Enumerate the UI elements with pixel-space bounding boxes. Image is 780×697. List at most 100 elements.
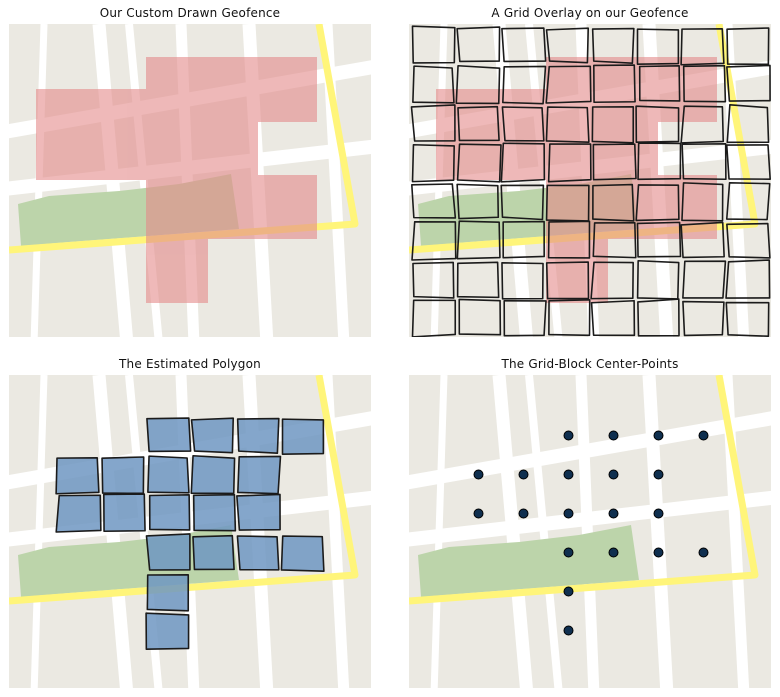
grid-cell (681, 143, 727, 181)
highway (9, 375, 359, 605)
grid-cell (548, 299, 591, 337)
estimated-block (190, 417, 235, 454)
grid-cell (456, 183, 500, 220)
geofence-shape (36, 57, 317, 303)
estimated-block (281, 418, 325, 455)
grid-cell (500, 142, 546, 183)
center-point (653, 469, 664, 480)
center-point (608, 508, 619, 519)
title-center-points: The Grid-Block Center-Points (501, 357, 679, 371)
estimated-block (280, 535, 325, 572)
center-point (563, 430, 574, 441)
grid-cell (725, 301, 770, 337)
estimated-block (145, 533, 191, 571)
panel-grid-overlay-map (409, 24, 771, 337)
grid-cell (636, 221, 682, 258)
grid-cell (637, 298, 680, 337)
estimated-block (147, 455, 190, 494)
grid-cell (682, 300, 725, 337)
estimated-block (192, 534, 235, 571)
grid-cell (456, 26, 501, 63)
grid-cell (592, 183, 635, 222)
grid-cell (503, 300, 547, 337)
center-point (563, 586, 574, 597)
grid-cell (591, 27, 635, 64)
grid-cell (500, 184, 545, 221)
estimated-polygon (55, 417, 325, 650)
estimated-block (145, 612, 190, 650)
estimated-block (103, 493, 146, 533)
highway (9, 24, 359, 254)
estimated-block (190, 454, 236, 495)
estimated-block (148, 494, 191, 531)
estimated-block (192, 493, 237, 532)
grid-cell (592, 221, 637, 259)
center-point (473, 469, 484, 480)
grid-cell (545, 106, 590, 143)
grid-cell (412, 65, 455, 104)
estimated-block (236, 535, 280, 571)
center-point (608, 547, 619, 558)
center-point (698, 547, 709, 558)
grid-cell (725, 182, 771, 221)
grid-cell (545, 261, 590, 300)
grid-cell (411, 143, 455, 183)
highway (409, 375, 759, 605)
grid-cell (545, 27, 590, 64)
center-point (563, 547, 574, 558)
estimated-block (236, 417, 280, 454)
panel-grid-overlay (409, 24, 771, 337)
grid-cell (502, 220, 545, 259)
title-grid-overlay: A Grid Overlay on our Geofence (491, 6, 689, 20)
grid-cell (456, 261, 500, 299)
grid-cell (726, 64, 771, 102)
panel-custom-geofence-map (9, 24, 371, 337)
grid-cell (457, 105, 500, 142)
grid-cell (501, 261, 544, 300)
grid-cell (456, 220, 501, 260)
grid-cell (726, 222, 771, 259)
center-point (563, 469, 574, 480)
center-points (473, 430, 709, 636)
panel-estimated-polygon-map (9, 375, 371, 688)
title-estimated-polygon: The Estimated Polygon (119, 357, 261, 371)
estimated-block (236, 493, 281, 531)
estimated-block (55, 494, 102, 533)
grid-cell (726, 27, 770, 66)
panel-center-points-map (409, 375, 771, 688)
estimated-block (146, 417, 192, 453)
grid-cell (680, 221, 725, 259)
grid-cell (725, 259, 771, 299)
grid-cell (411, 299, 457, 337)
grid-cell (592, 143, 637, 181)
grid-cell (680, 28, 725, 66)
grid-cell (501, 27, 547, 63)
grid-cell (638, 65, 681, 102)
grid-cell (547, 220, 591, 259)
grid-cell (635, 105, 680, 143)
grid-cell (411, 221, 457, 261)
grid-cell (590, 261, 634, 300)
grid-cell (410, 104, 456, 142)
center-point (653, 430, 664, 441)
geofence-shape (436, 57, 717, 303)
grid-cell (455, 64, 501, 105)
grid-overlay (410, 25, 771, 337)
grid-cell (545, 65, 592, 104)
grid-cell (593, 64, 636, 104)
grid-cell (636, 28, 680, 65)
grid-cell (502, 65, 547, 105)
title-custom-geofence: Our Custom Drawn Geofence (99, 6, 281, 20)
panel-center-points (409, 375, 771, 688)
estimated-block (146, 574, 190, 612)
grid-cell (411, 25, 456, 64)
estimated-block (237, 455, 282, 495)
grid-cell (411, 183, 457, 219)
grid-cell (458, 298, 502, 336)
grid-cell (680, 105, 725, 144)
grid-cell (501, 106, 545, 142)
grid-cell (682, 260, 727, 299)
center-point (653, 508, 664, 519)
center-point (563, 625, 574, 636)
grid-cell (547, 143, 592, 183)
